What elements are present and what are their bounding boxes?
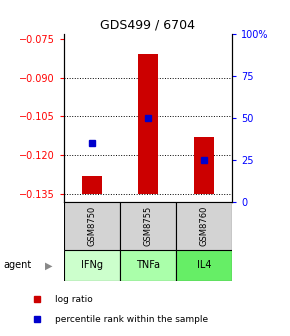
Text: GSM8755: GSM8755 xyxy=(143,206,153,246)
Bar xyxy=(64,250,120,281)
Text: IL4: IL4 xyxy=(197,260,211,270)
Text: agent: agent xyxy=(3,260,31,270)
Bar xyxy=(176,250,232,281)
Bar xyxy=(194,137,214,194)
Text: log ratio: log ratio xyxy=(55,295,92,303)
Text: IFNg: IFNg xyxy=(81,260,103,270)
Title: GDS499 / 6704: GDS499 / 6704 xyxy=(100,18,195,31)
Text: TNFa: TNFa xyxy=(136,260,160,270)
Bar xyxy=(64,202,120,250)
Bar xyxy=(82,176,102,194)
Bar xyxy=(138,54,158,194)
Text: percentile rank within the sample: percentile rank within the sample xyxy=(55,315,208,324)
Text: GSM8750: GSM8750 xyxy=(87,206,96,246)
Bar xyxy=(176,202,232,250)
Text: ▶: ▶ xyxy=(45,260,52,270)
Bar xyxy=(120,202,176,250)
Bar xyxy=(120,250,176,281)
Text: GSM8760: GSM8760 xyxy=(200,206,209,246)
